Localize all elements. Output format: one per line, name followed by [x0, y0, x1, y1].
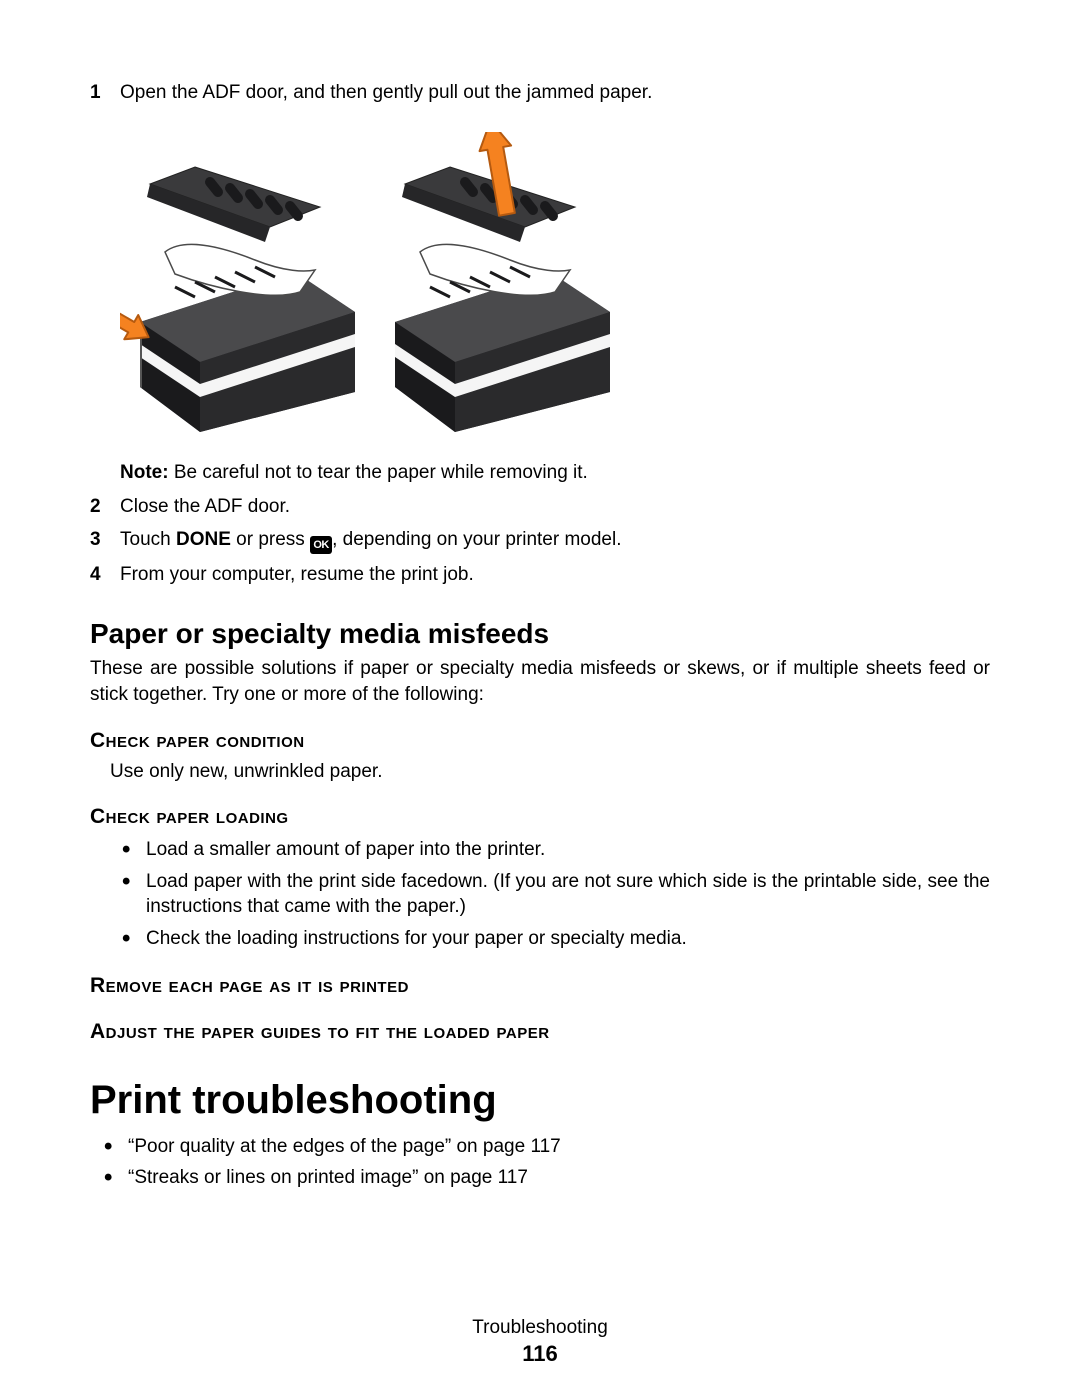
list-item: Load paper with the print side facedown.… — [120, 869, 990, 920]
figure-row — [120, 132, 990, 432]
note-text: Be careful not to tear the paper while r… — [174, 462, 588, 483]
check-loading-list: Load a smaller amount of paper into the … — [120, 837, 990, 952]
steps-list: 1 Open the ADF door, and then gently pul… — [90, 80, 990, 106]
list-item: Check the loading instructions for your … — [120, 926, 990, 952]
heading-check-condition: Check paper condition — [90, 729, 990, 753]
step-number: 2 — [90, 494, 101, 520]
list-item: Load a smaller amount of paper into the … — [120, 837, 990, 863]
done-label: DONE — [176, 529, 231, 550]
step-2: 2 Close the ADF door. — [90, 494, 990, 520]
step-number: 4 — [90, 562, 101, 588]
manual-page: 1 Open the ADF door, and then gently pul… — [0, 0, 1080, 1397]
ok-button-icon: OK — [310, 536, 332, 554]
note-line: Note: Be careful not to tear the paper w… — [120, 462, 990, 484]
heading-remove-each: Remove each page as it is printed — [90, 974, 990, 998]
step-number: 3 — [90, 527, 101, 553]
link-item[interactable]: “Poor quality at the edges of the page” … — [102, 1133, 990, 1161]
check-condition-body: Use only new, unwrinkled paper. — [110, 761, 990, 783]
print-troubleshooting-links: “Poor quality at the edges of the page” … — [102, 1133, 990, 1192]
step-number: 1 — [90, 80, 101, 106]
step-1: 1 Open the ADF door, and then gently pul… — [90, 80, 990, 106]
heading-adjust-guides: Adjust the paper guides to fit the loade… — [90, 1020, 990, 1044]
step-3: 3 Touch DONE or press OK, depending on y… — [90, 527, 990, 554]
printer-illustration-left — [120, 132, 355, 432]
step-text: Touch DONE or press OK, depending on you… — [120, 529, 622, 550]
step-text: Open the ADF door, and then gently pull … — [120, 82, 652, 103]
footer-section-title: Troubleshooting — [0, 1317, 1080, 1339]
steps-list-cont: 2 Close the ADF door. 3 Touch DONE or pr… — [90, 494, 990, 588]
printer-illustration-right — [375, 132, 610, 432]
note-label: Note: — [120, 462, 174, 483]
misfeeds-intro: These are possible solutions if paper or… — [90, 656, 990, 707]
link-item[interactable]: “Streaks or lines on printed image” on p… — [102, 1164, 990, 1192]
step-text: From your computer, resume the print job… — [120, 564, 474, 585]
section-heading-print-troubleshooting: Print troubleshooting — [90, 1078, 990, 1123]
page-number: 116 — [0, 1341, 1080, 1367]
page-footer: Troubleshooting 116 — [0, 1317, 1080, 1367]
step-text: Close the ADF door. — [120, 496, 290, 517]
step-4: 4 From your computer, resume the print j… — [90, 562, 990, 588]
heading-check-loading: Check paper loading — [90, 805, 990, 829]
section-heading-misfeeds: Paper or specialty media misfeeds — [90, 618, 990, 650]
